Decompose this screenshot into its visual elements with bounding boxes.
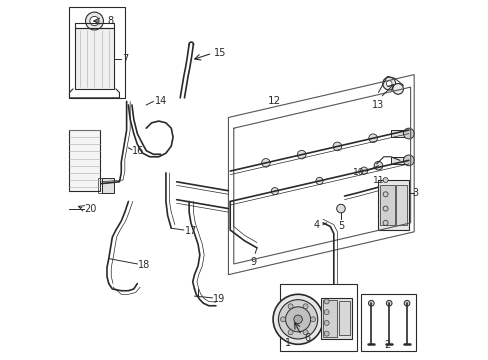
Text: 4: 4 [313, 220, 319, 230]
Text: 20: 20 [84, 203, 97, 213]
Bar [390, 157, 405, 164]
Text: 18: 18 [138, 260, 150, 270]
Text: 15: 15 [214, 48, 226, 58]
Circle shape [336, 204, 345, 213]
Bar [280, 284, 356, 351]
Circle shape [297, 150, 305, 159]
Circle shape [310, 317, 315, 322]
Bar [75, 28, 114, 89]
Circle shape [382, 177, 387, 183]
Circle shape [303, 304, 307, 309]
Circle shape [285, 307, 310, 332]
Text: 16: 16 [132, 146, 144, 156]
Circle shape [324, 299, 328, 304]
Text: 5: 5 [337, 221, 344, 231]
Circle shape [382, 220, 387, 225]
Circle shape [85, 12, 103, 30]
Circle shape [403, 155, 413, 166]
Bar [98, 178, 102, 193]
Text: 19: 19 [213, 294, 225, 303]
Circle shape [90, 17, 99, 26]
Circle shape [287, 304, 292, 309]
Bar [321, 298, 351, 339]
Circle shape [382, 206, 387, 211]
Circle shape [386, 81, 391, 86]
Bar [378, 180, 408, 230]
Circle shape [382, 77, 395, 90]
Circle shape [271, 188, 278, 195]
Bar [69, 130, 100, 191]
Text: 11: 11 [372, 176, 384, 185]
Text: 13: 13 [371, 100, 384, 110]
Text: 12: 12 [267, 96, 281, 107]
Circle shape [403, 128, 413, 139]
Circle shape [324, 320, 328, 325]
Bar [323, 300, 337, 337]
Text: 17: 17 [184, 226, 197, 236]
Circle shape [332, 142, 341, 151]
Circle shape [386, 300, 391, 306]
Bar [102, 178, 114, 193]
Bar [390, 130, 405, 137]
Text: 3: 3 [411, 188, 418, 198]
Bar [69, 7, 124, 98]
Circle shape [324, 310, 328, 315]
Circle shape [404, 300, 409, 306]
Circle shape [360, 167, 367, 174]
Text: 6: 6 [304, 333, 310, 343]
Text: 8: 8 [107, 16, 113, 26]
Circle shape [272, 294, 323, 344]
Text: 2: 2 [384, 340, 390, 350]
Text: 1: 1 [285, 338, 290, 348]
Circle shape [373, 161, 382, 170]
Circle shape [303, 330, 307, 335]
Circle shape [367, 300, 373, 306]
Text: 14: 14 [154, 96, 166, 107]
Bar [360, 294, 415, 351]
Circle shape [315, 177, 323, 184]
Circle shape [392, 84, 403, 94]
Circle shape [293, 315, 302, 324]
Bar [339, 301, 349, 336]
Text: 10: 10 [352, 168, 364, 177]
Circle shape [287, 330, 292, 335]
Bar [395, 185, 406, 225]
Bar [380, 185, 394, 225]
Circle shape [278, 300, 317, 339]
Circle shape [368, 134, 377, 143]
Text: 7: 7 [122, 54, 128, 64]
Circle shape [382, 192, 387, 197]
Circle shape [280, 317, 285, 322]
Text: 9: 9 [250, 257, 256, 267]
Circle shape [324, 331, 328, 336]
Circle shape [261, 158, 270, 167]
